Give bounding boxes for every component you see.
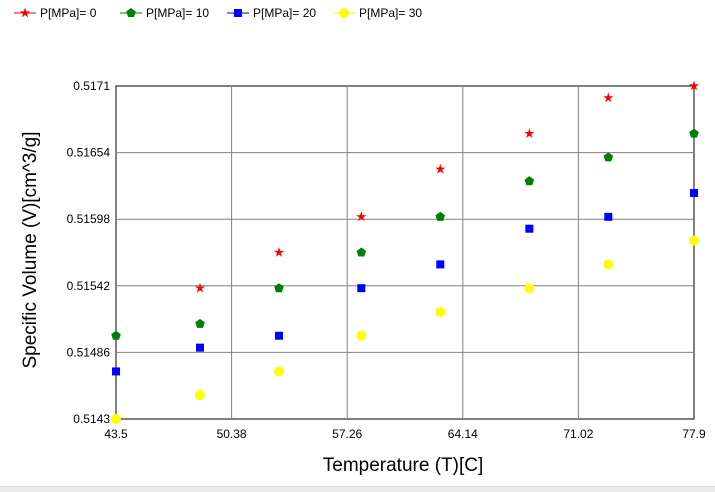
data-point xyxy=(603,152,614,162)
series-3 xyxy=(111,235,699,424)
legend: P[MPa]= 0 P[MPa]= 10 P[MPa]= 20 P[MPa]= 30 xyxy=(14,6,422,20)
data-point xyxy=(273,366,284,377)
y-tick-label: 0.51598 xyxy=(67,212,111,226)
legend-label: P[MPa]= 20 xyxy=(253,6,316,20)
y-tick-label: 0.51542 xyxy=(67,279,111,293)
data-point xyxy=(357,284,366,293)
x-axis-label: Temperature (T)[C] xyxy=(323,455,483,476)
y-tick-label: 0.51486 xyxy=(67,345,111,359)
y-tick-label: 0.5143 xyxy=(73,412,110,426)
data-point xyxy=(356,247,367,257)
data-point xyxy=(195,390,206,401)
x-tick-label: 57.26 xyxy=(332,427,362,441)
legend-label: P[MPa]= 30 xyxy=(359,6,422,20)
legend-marker-icon xyxy=(19,7,31,18)
data-point xyxy=(688,80,700,91)
data-point xyxy=(274,331,283,340)
plot-area xyxy=(115,85,695,420)
data-point xyxy=(111,330,121,340)
legend-label: P[MPa]= 0 xyxy=(40,6,97,20)
x-tick-label: 77.9 xyxy=(682,427,706,441)
data-point xyxy=(194,282,206,293)
data-point xyxy=(603,259,614,270)
data-point xyxy=(195,318,205,328)
data-point xyxy=(435,211,445,221)
legend-marker-icon xyxy=(339,8,349,18)
series-2 xyxy=(112,189,698,376)
data-point xyxy=(524,128,535,138)
ticks: 43.5 50.38 57.26 64.14 71.02 77.9 0.5143 0.5148… xyxy=(67,79,706,441)
data-point xyxy=(356,330,367,341)
legend-label: P[MPa]= 10 xyxy=(146,6,209,20)
x-tick-label: 50.38 xyxy=(217,427,247,441)
x-tick-label: 64.14 xyxy=(448,427,478,441)
data-point xyxy=(436,260,445,269)
data-point xyxy=(435,306,446,317)
data-point xyxy=(525,224,534,233)
series-1 xyxy=(111,128,699,340)
data-point xyxy=(273,247,285,257)
y-tick-label: 0.5171 xyxy=(73,79,110,93)
bottom-bar xyxy=(0,486,715,492)
series-0 xyxy=(194,80,700,293)
y-tick-label: 0.51654 xyxy=(67,146,111,160)
data-point xyxy=(196,343,205,352)
x-tick-label: 43.5 xyxy=(104,427,128,441)
data-point xyxy=(604,212,613,221)
data-point xyxy=(603,92,614,103)
legend-marker-icon xyxy=(234,9,242,17)
data-point xyxy=(111,414,121,424)
data-point xyxy=(689,128,699,138)
data-point xyxy=(690,189,698,198)
data-point xyxy=(689,235,699,246)
grid xyxy=(116,86,694,419)
data-point xyxy=(112,367,120,376)
data-point xyxy=(524,176,535,186)
marks xyxy=(111,80,700,424)
data-point xyxy=(356,211,367,222)
x-tick-label: 71.02 xyxy=(563,427,593,441)
data-point xyxy=(274,283,284,293)
y-axis-label: Specific Volume (V)[cm^3/g] xyxy=(20,132,41,369)
data-point xyxy=(435,163,446,174)
legend-marker-icon xyxy=(126,8,136,17)
data-point xyxy=(524,283,535,294)
